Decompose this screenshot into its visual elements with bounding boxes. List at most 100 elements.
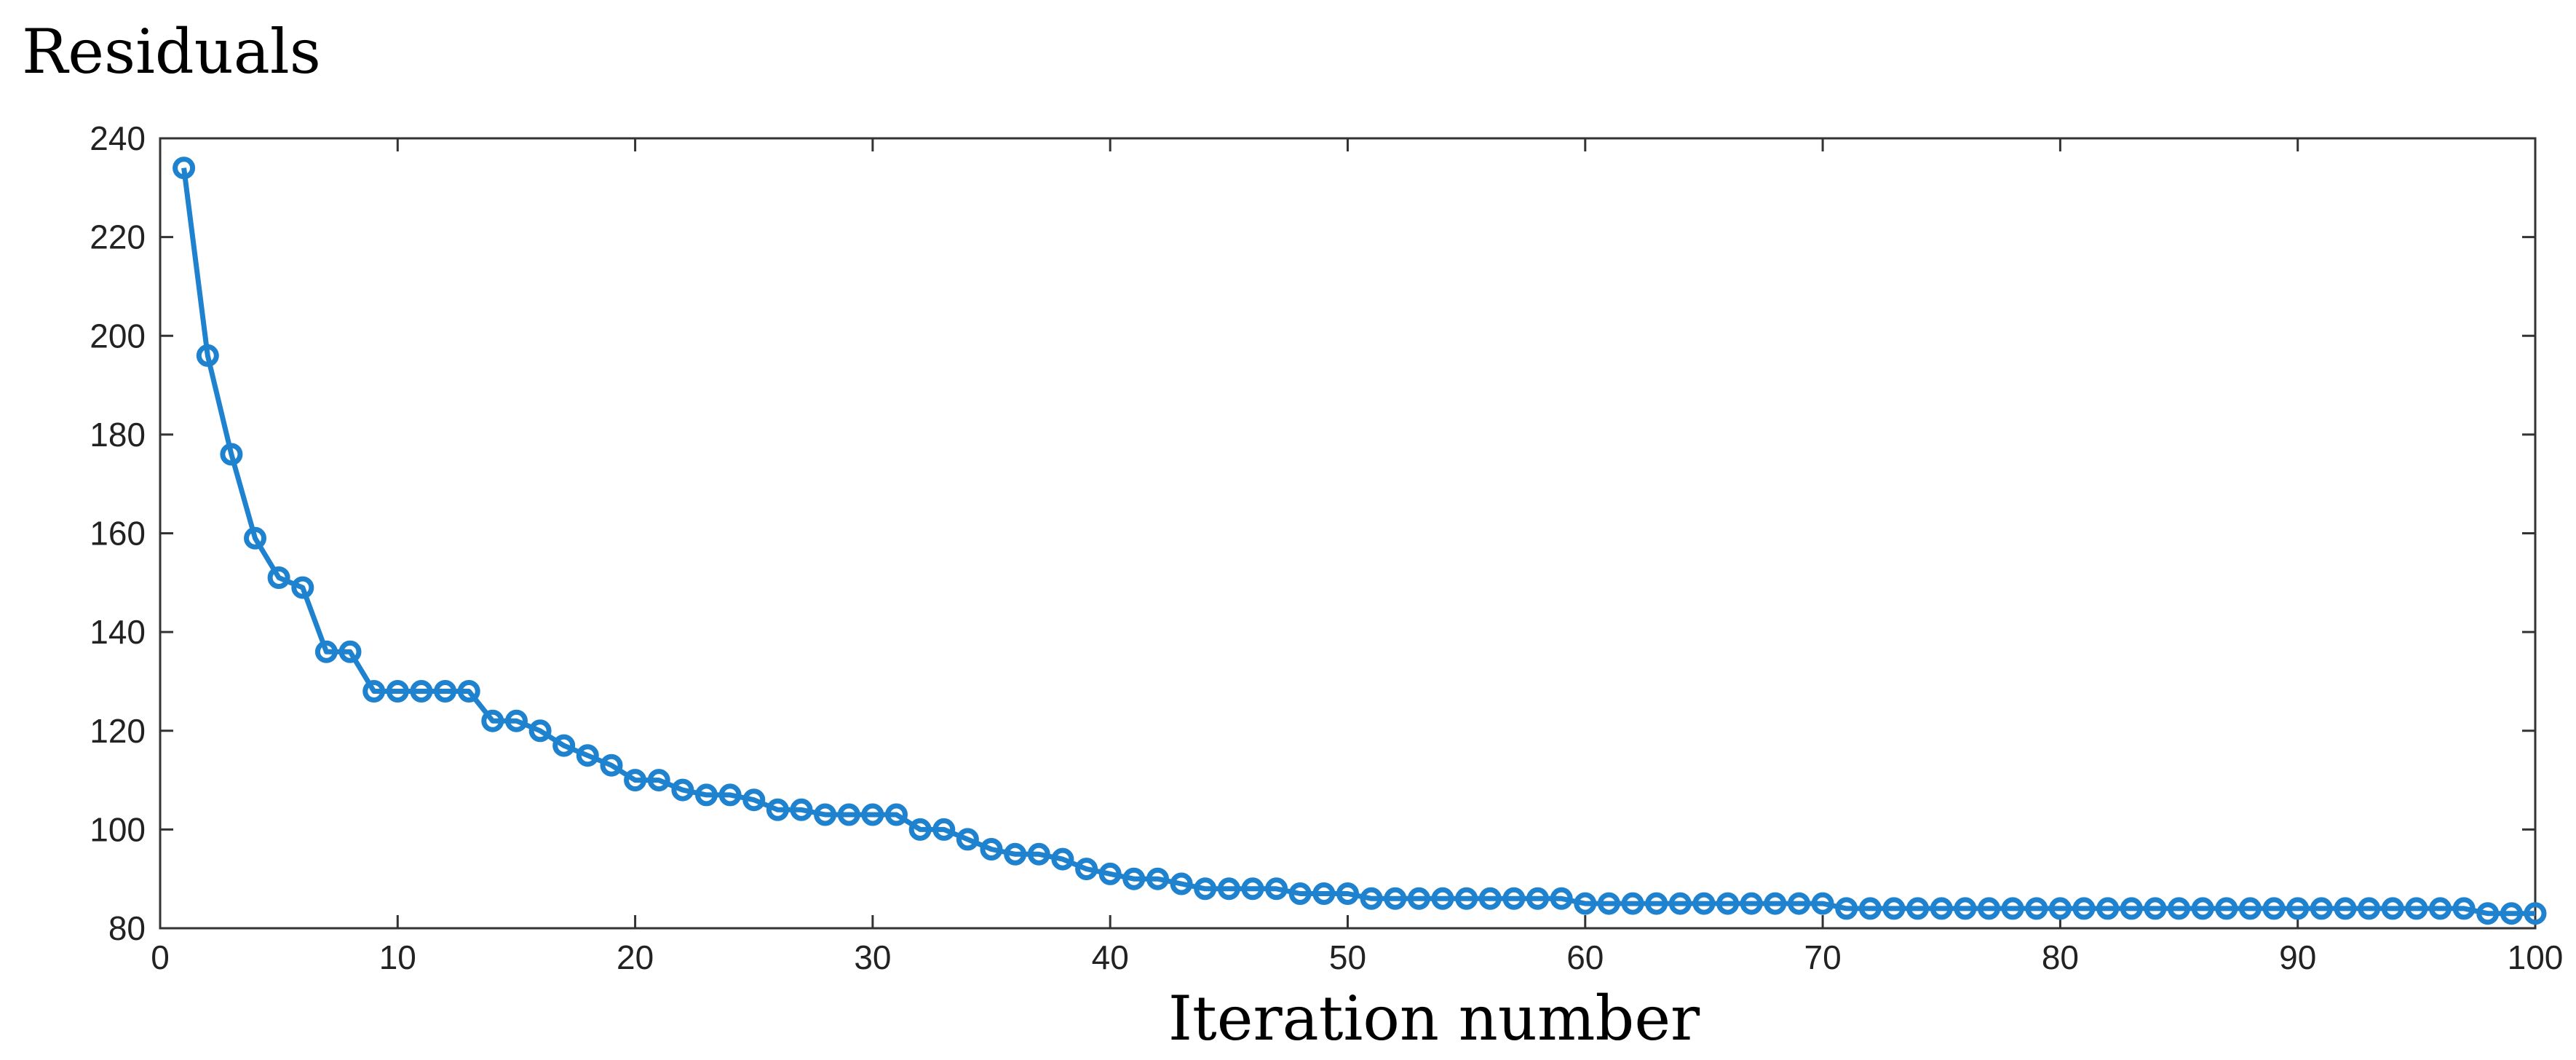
- data-point: [1858, 897, 1882, 920]
- x-tick-label: 80: [2042, 938, 2079, 976]
- data-point: [1027, 842, 1050, 866]
- data-point: [2144, 897, 2167, 920]
- data-point: [2452, 897, 2476, 920]
- data-point: [2048, 897, 2072, 920]
- x-axis-title: Iteration number: [1168, 983, 1700, 1054]
- data-point: [2310, 897, 2333, 920]
- data-point: [244, 526, 266, 550]
- data-point: [1241, 877, 1264, 901]
- x-tick-label: 40: [1092, 938, 1129, 976]
- data-point: [2476, 902, 2500, 925]
- data-point: [2500, 902, 2523, 925]
- data-point: [552, 734, 576, 757]
- x-tick-label: 10: [379, 938, 416, 976]
- data-point: [908, 818, 932, 841]
- data-point: [980, 838, 1003, 861]
- data-point: [1668, 892, 1692, 915]
- y-tick-label: 220: [90, 218, 146, 256]
- data-point: [1312, 882, 1336, 905]
- x-tick-label: 90: [2279, 938, 2316, 976]
- data-point: [481, 709, 504, 732]
- data-point: [695, 783, 718, 807]
- data-point: [291, 576, 314, 599]
- data-point: [1336, 882, 1359, 905]
- data-point: [2215, 897, 2238, 920]
- data-point: [718, 783, 742, 807]
- y-tick-label: 240: [90, 119, 146, 157]
- data-point: [362, 680, 386, 703]
- data-point: [814, 803, 837, 826]
- data-point: [267, 566, 290, 589]
- data-point: [1217, 877, 1240, 901]
- data-point: [1122, 867, 1146, 890]
- data-point: [1194, 877, 1217, 901]
- data-point: [196, 344, 219, 367]
- data-point: [2025, 897, 2048, 920]
- data-point: [2262, 897, 2286, 920]
- y-axis-title: Residuals: [22, 16, 321, 87]
- data-point: [434, 680, 457, 703]
- data-point: [1075, 858, 1098, 881]
- data-point: [1835, 897, 1858, 920]
- data-point: [1645, 892, 1668, 915]
- data-point: [220, 443, 243, 466]
- x-tick-label: 100: [2508, 938, 2564, 976]
- data-point: [1788, 892, 1810, 915]
- y-tick-label: 100: [90, 810, 146, 848]
- data-point: [1550, 887, 1573, 910]
- data-point: [2405, 897, 2428, 920]
- data-point: [1098, 862, 1122, 885]
- data-series: [173, 157, 2547, 925]
- data-point: [932, 818, 956, 841]
- data-point: [861, 803, 884, 826]
- x-tick-label: 20: [617, 938, 654, 976]
- x-tick-label: 50: [1329, 938, 1366, 976]
- x-tick-label: 0: [151, 938, 170, 976]
- series-line: [181, 167, 2535, 917]
- data-point: [1288, 882, 1312, 905]
- data-point: [1811, 892, 1834, 915]
- data-point: [2524, 902, 2547, 925]
- data-point: [2286, 897, 2310, 920]
- data-point: [956, 828, 979, 851]
- data-point: [1740, 892, 1763, 915]
- data-point: [1502, 887, 1526, 910]
- data-point: [338, 640, 362, 663]
- x-tick-label: 60: [1566, 938, 1604, 976]
- data-point: [2072, 897, 2096, 920]
- data-point: [1930, 897, 1953, 920]
- data-point: [2001, 897, 2024, 920]
- data-point: [2096, 897, 2120, 920]
- data-point: [2191, 897, 2214, 920]
- data-point: [173, 157, 196, 180]
- data-point: [1574, 892, 1597, 915]
- data-point: [1978, 897, 2000, 920]
- data-point: [624, 769, 647, 792]
- data-point: [766, 798, 789, 821]
- data-point: [1170, 872, 1193, 895]
- data-point: [647, 769, 670, 792]
- data-point: [1906, 897, 1930, 920]
- data-point: [1882, 897, 1906, 920]
- data-point: [2334, 897, 2357, 920]
- data-point: [1621, 892, 1644, 915]
- plot-area-frame: [159, 137, 2537, 930]
- data-point: [386, 680, 409, 703]
- y-tick-label: 140: [90, 613, 146, 651]
- data-point: [1265, 877, 1288, 901]
- data-point: [1360, 887, 1383, 910]
- data-point: [600, 754, 623, 777]
- data-point: [1407, 887, 1430, 910]
- data-point: [1146, 867, 1169, 890]
- data-point: [2429, 897, 2452, 920]
- data-point: [1384, 887, 1407, 910]
- y-tick-label: 200: [90, 317, 146, 355]
- y-tick-label: 160: [90, 515, 146, 553]
- data-point: [1692, 892, 1716, 915]
- data-point: [2381, 897, 2404, 920]
- data-point: [2120, 897, 2143, 920]
- data-point: [410, 680, 433, 703]
- data-point: [1526, 887, 1549, 910]
